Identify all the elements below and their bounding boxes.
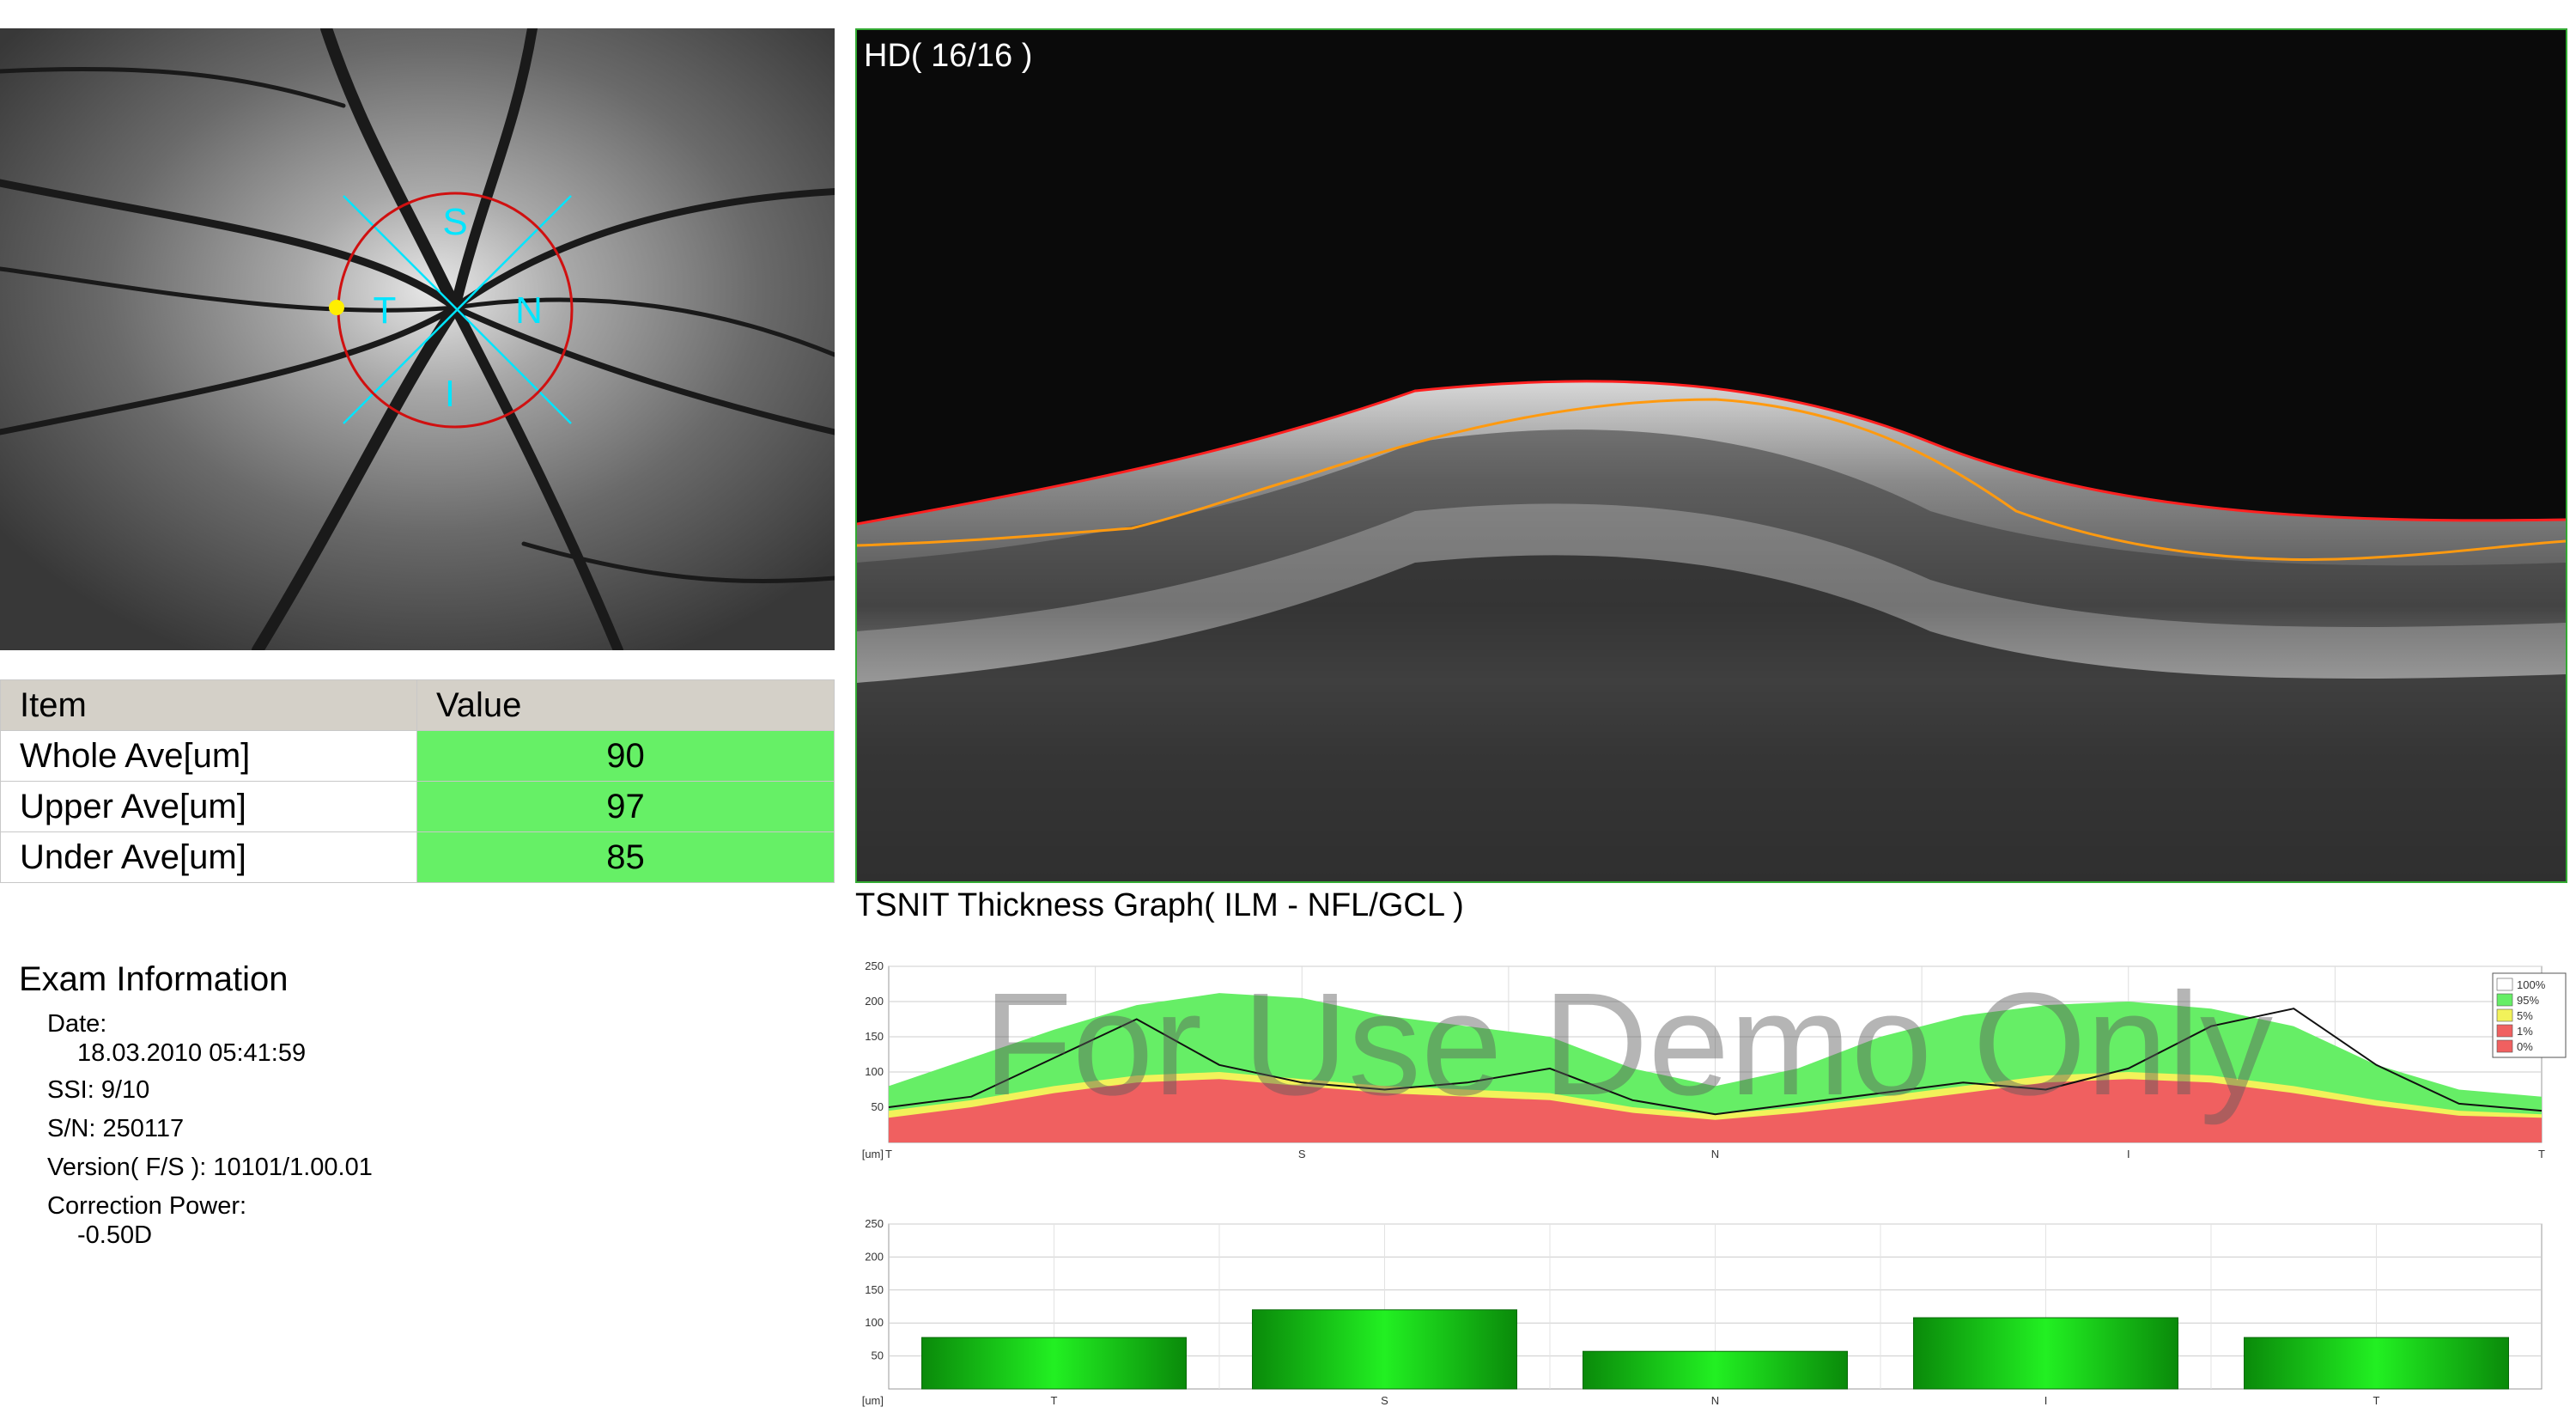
bar-y-tick: 250 <box>865 1217 884 1230</box>
bar-y-tick: 150 <box>865 1283 884 1296</box>
tsnit-y-tick: 250 <box>865 959 884 972</box>
bar-y-tick: 100 <box>865 1316 884 1329</box>
tsnit-graph-title: TSNIT Thickness Graph( ILM - NFL/GCL ) <box>855 887 1464 923</box>
tsnit-y-tick: 200 <box>865 995 884 1008</box>
row-item: Upper Ave[um] <box>0 781 417 832</box>
tsnit-unit-label: [um] <box>862 1148 884 1160</box>
row-item: Whole Ave[um] <box>0 730 417 782</box>
exam-correction-value: -0.50D <box>77 1221 153 1249</box>
results-table: Item Value Whole Ave[um] 90 Upper Ave[um… <box>0 679 835 883</box>
row-value: 90 <box>416 730 835 782</box>
row-value: 97 <box>416 781 835 832</box>
tsnit-legend-swatch <box>2496 1008 2513 1022</box>
sector-label-temporal: T <box>374 289 397 332</box>
tsnit-x-tick: S <box>1298 1148 1306 1160</box>
tsnit-area-1 <box>889 1079 2542 1142</box>
sector-label-inferior: I <box>445 373 455 415</box>
tsnit-y-tick: 100 <box>865 1065 884 1078</box>
tsnit-x-tick: I <box>2127 1148 2130 1160</box>
table-row: Whole Ave[um] 90 <box>0 730 835 782</box>
tsnit-x-tick: N <box>1711 1148 1719 1160</box>
tsnit-legend-swatch <box>2496 1039 2513 1053</box>
tsnit-legend-label: 5% <box>2517 1009 2533 1022</box>
bar-S-1 <box>1252 1309 1517 1390</box>
sector-label-nasal: N <box>515 289 543 332</box>
tsnit-y-tick: 150 <box>865 1030 884 1043</box>
bar-y-tick: 50 <box>872 1349 884 1362</box>
results-header-row: Item Value <box>0 679 835 731</box>
fundus-image: S T N I <box>0 28 835 650</box>
sector-thickness-bar-chart: 50 100 150 200 250 [um] T S N I T <box>862 1217 2543 1407</box>
exam-version: Version( F/S ): 10101/1.00.01 <box>47 1154 373 1181</box>
tsnit-legend-label: 1% <box>2517 1025 2533 1038</box>
tsnit-legend-swatch <box>2496 978 2513 991</box>
tsnit-y-tick: 50 <box>872 1100 884 1113</box>
bar-T-4 <box>2244 1337 2509 1390</box>
bar-unit-label: [um] <box>862 1394 884 1407</box>
exam-serial-number: S/N: 250117 <box>47 1115 185 1142</box>
row-value: 85 <box>416 831 835 883</box>
bar-T-0 <box>921 1337 1187 1390</box>
tsnit-legend-swatch <box>2496 993 2513 1007</box>
oct-bscan-image <box>855 28 2567 883</box>
tsnit-legend-swatch <box>2496 1024 2513 1038</box>
bar-x-tick: N <box>1711 1394 1719 1407</box>
table-row: Under Ave[um] 85 <box>0 831 835 883</box>
tsnit-legend-label: 95% <box>2517 994 2539 1007</box>
tsnit-legend-label: 100% <box>2517 978 2546 991</box>
exam-info-title: Exam Information <box>19 960 289 998</box>
bar-x-tick: I <box>2044 1394 2048 1407</box>
exam-date-label: Date: <box>47 1010 107 1038</box>
table-row: Upper Ave[um] 97 <box>0 781 835 832</box>
bar-N-2 <box>1583 1350 1848 1390</box>
header-value: Value <box>416 679 835 731</box>
tsnit-legend-label: 0% <box>2517 1040 2533 1053</box>
bar-x-tick: T <box>2373 1394 2380 1407</box>
tsnit-x-tick: T <box>2538 1148 2545 1160</box>
bar-x-tick: S <box>1381 1394 1388 1407</box>
row-item: Under Ave[um] <box>0 831 417 883</box>
tsnit-x-tick: T <box>885 1148 892 1160</box>
exam-correction-label: Correction Power: <box>47 1192 247 1220</box>
tsnit-patient-line <box>888 1008 2543 1116</box>
exam-ssi: SSI: 9/10 <box>47 1076 150 1104</box>
bar-y-tick: 200 <box>865 1250 884 1263</box>
bar-I-3 <box>1913 1317 2178 1390</box>
header-item: Item <box>0 679 417 731</box>
sector-label-superior: S <box>442 201 467 243</box>
exam-date-value: 18.03.2010 05:41:59 <box>77 1039 307 1067</box>
oct-scan-label: HD( 16/16 ) <box>864 38 1033 74</box>
bar-x-tick: T <box>1051 1394 1058 1407</box>
